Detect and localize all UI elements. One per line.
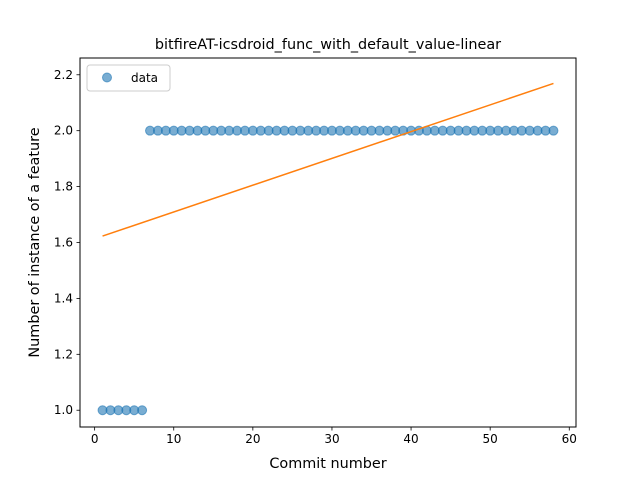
x-tick-label: 60 — [562, 432, 577, 446]
y-axis-ticks: 1.0 1.2 1.4 1.6 1.8 2.0 2.2 — [54, 68, 80, 417]
y-tick-label: 1.0 — [54, 403, 73, 417]
y-tick-label: 1.8 — [54, 180, 73, 194]
series-layer — [97, 82, 559, 416]
legend-label-data: data — [131, 71, 158, 85]
x-tick-label: 20 — [245, 432, 260, 446]
legend: data — [86, 64, 171, 92]
y-tick-label: 1.4 — [54, 291, 73, 305]
data-point — [548, 125, 559, 136]
x-tick-label: 50 — [483, 432, 498, 446]
legend-marker-data — [102, 72, 112, 83]
chart-title: bitfireAT-icsdroid_func_with_default_val… — [155, 37, 501, 53]
plot-area — [79, 57, 577, 428]
x-axis-ticks: 0 10 20 30 40 50 60 — [91, 427, 577, 446]
data-point — [137, 405, 148, 416]
x-tick-label: 30 — [324, 432, 339, 446]
y-axis-label: Number of instance of a feature — [27, 127, 43, 357]
y-tick-label: 2.2 — [54, 68, 73, 82]
legend-box — [86, 64, 171, 92]
x-tick-label: 40 — [403, 432, 418, 446]
y-tick-label: 1.6 — [54, 236, 73, 250]
x-tick-label: 10 — [166, 432, 181, 446]
fit-line — [102, 82, 554, 237]
y-tick-label: 2.0 — [54, 124, 73, 138]
x-tick-label: 0 — [91, 432, 99, 446]
x-axis-label: Commit number — [269, 456, 386, 472]
y-tick-label: 1.2 — [54, 347, 73, 361]
